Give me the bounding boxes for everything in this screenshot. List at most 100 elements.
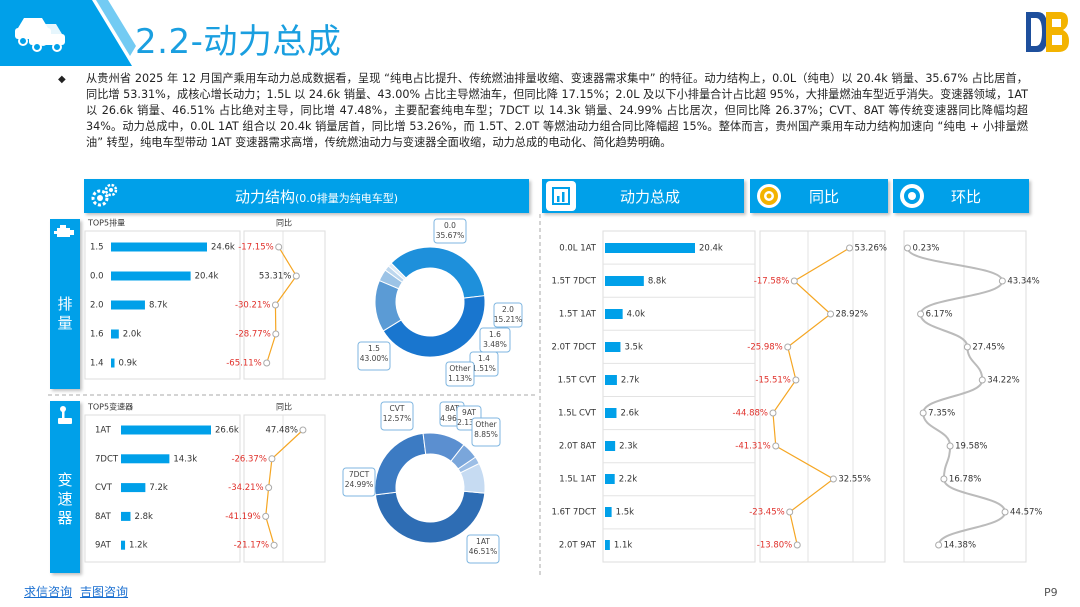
bar-value-label: 0.9k [119, 359, 138, 369]
donut-callout: 2.015.21% [493, 302, 523, 328]
line-value-label: 44.57% [1010, 508, 1042, 518]
bar-value-label: 4.0k [627, 310, 646, 320]
summary-text: 从贵州省 2025 年 12 月国产乘用车动力总成数据看，呈现 “纯电占比提升、… [86, 72, 1028, 149]
page-title: 2.2-动力总成 [135, 22, 342, 62]
donut-callout: 1.63.48% [479, 327, 511, 353]
donut-category-label: Other [449, 364, 471, 373]
donut-value-label: 2.13% [457, 418, 481, 427]
donut-value-label: 35.67% [436, 231, 465, 240]
yoy-title: 同比 [808, 187, 839, 206]
donut-callout-box [493, 302, 523, 328]
line-chart-frame [903, 230, 1027, 563]
donut-category-label: Other [475, 420, 497, 429]
line-value-label: 34.22% [987, 376, 1019, 386]
line-point [904, 244, 912, 252]
line-value-label: 16.78% [949, 475, 981, 485]
line-chart-frame [243, 230, 326, 380]
bar-value-label: 1.1k [614, 541, 633, 551]
line-series [906, 247, 1007, 546]
line-point [919, 409, 927, 417]
bar-category-label: 1.5T 7DCT [552, 277, 597, 287]
bar-value-label: 26.6k [215, 426, 239, 436]
bar-mark [121, 511, 131, 521]
donut-category-label: 7DCT [349, 470, 370, 479]
line-point [1001, 508, 1009, 516]
sidebar-label-transmission: 变速器 [55, 471, 74, 529]
bar-category-label: 1.4 [90, 359, 104, 369]
donut-value-label: 1.13% [448, 374, 472, 383]
line-value-label: 43.34% [1007, 277, 1039, 287]
line-point [271, 301, 279, 309]
target-icon [754, 181, 784, 211]
bar-mark [121, 425, 211, 435]
bar-chart-frame [84, 230, 241, 380]
bar-value-label: 24.6k [211, 243, 235, 253]
line-value-label: -25.98% [747, 343, 782, 353]
bar-chart-icon [546, 181, 576, 211]
footer-links: 求信咨询 吉图咨询 [24, 583, 136, 600]
bar-value-label: 8.7k [149, 301, 168, 311]
donut-slice [382, 295, 486, 358]
sidebar-displacement: 排量 [50, 219, 80, 389]
line-point [262, 512, 270, 520]
bar-mark [605, 408, 617, 418]
donut-callout-box [471, 417, 501, 447]
line-chart-frame [759, 230, 886, 563]
bar-value-label: 2.6k [620, 409, 639, 419]
bar-category-label: 1.5L CVT [558, 409, 597, 419]
line-value-label: -23.45% [749, 508, 784, 518]
line-value-label: -26.37% [231, 454, 266, 464]
line-point [263, 359, 271, 367]
donut-slice [387, 262, 407, 281]
bar-category-label: 2.0T 9AT [559, 541, 597, 551]
bar-mark [605, 309, 623, 319]
bar-value-label: 2.0k [123, 330, 142, 340]
line-value-label: 0.23% [913, 244, 940, 254]
bar-mark [111, 358, 115, 368]
line-value-label: -28.77% [235, 330, 270, 340]
line-chart-title: 同比 [276, 402, 292, 412]
bar-category-label: 1.5L 1AT [559, 475, 597, 485]
line-series [266, 246, 298, 364]
donut-value-label: 46.51% [469, 547, 498, 556]
structure-title: 动力结构 [234, 187, 295, 206]
bar-category-label: 2.0T 8AT [559, 442, 597, 452]
bar-mark [605, 375, 617, 385]
bar-category-label: 1.5 [90, 243, 104, 253]
footer-link-2[interactable]: 吉图咨询 [80, 585, 129, 599]
bar-value-label: 1.5k [616, 508, 635, 518]
donut-slice [390, 246, 486, 299]
line-point [270, 541, 278, 549]
line-value-label: -44.88% [733, 409, 768, 419]
bar-value-label: 2.3k [619, 442, 638, 452]
gears-icon [91, 183, 118, 207]
bar-chart-title: TOP5排量 [87, 218, 125, 228]
bar-mark [605, 243, 695, 253]
bar-chart-frame [84, 414, 241, 563]
donut-value-label: 1.51% [472, 364, 496, 373]
bar-value-label: 7.2k [149, 483, 168, 493]
line-point [786, 508, 794, 516]
donut-category-label: CVT [390, 404, 405, 413]
line-point [998, 277, 1006, 285]
target-icon [897, 181, 927, 211]
line-value-label: 47.48% [266, 426, 298, 436]
mom-title: 环比 [950, 187, 981, 206]
donut-category-label: 9AT [462, 408, 476, 417]
line-chart-frame [243, 414, 326, 563]
line-value-label: -13.80% [757, 541, 792, 551]
engine-icon [54, 225, 74, 237]
donut-category-label: 1.5 [368, 344, 380, 353]
footer-link-1[interactable]: 求信咨询 [24, 585, 73, 599]
bar-value-label: 8.8k [648, 277, 667, 287]
bar-category-label: 2.0 [90, 301, 104, 311]
donut-callout: 1.41.51% [469, 351, 499, 377]
structure-header: 动力结构(0.0排量为纯电车型) [84, 179, 529, 213]
bar-mark [121, 540, 126, 550]
line-point [272, 330, 280, 338]
bar-chart-title: TOP5变速器 [87, 402, 133, 412]
